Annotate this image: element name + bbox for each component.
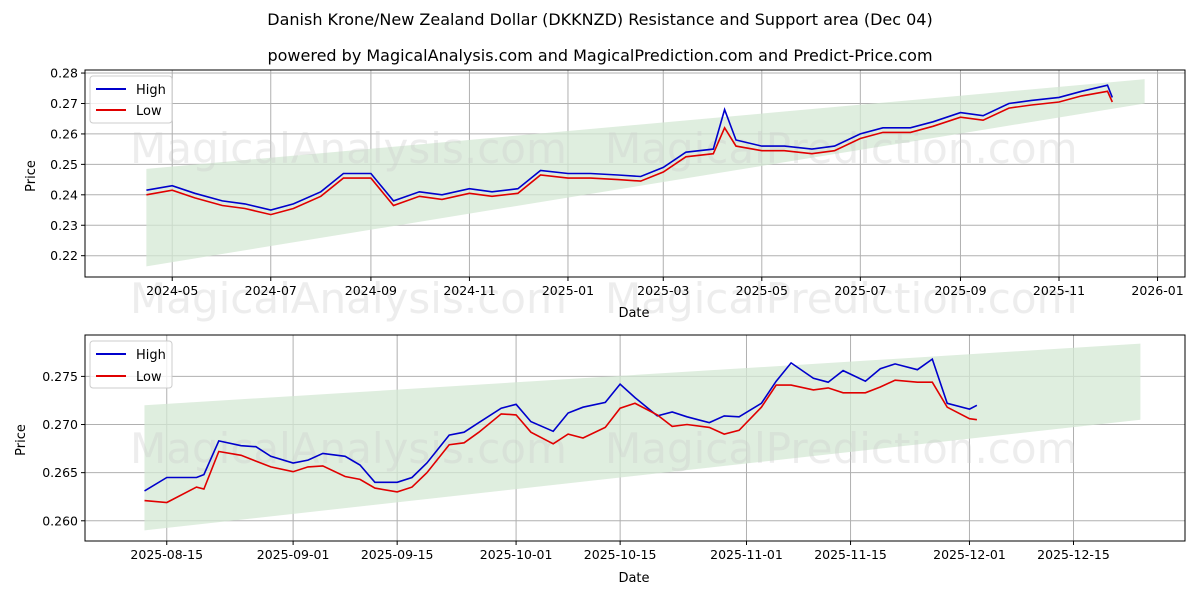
y-tick-label: 0.25 — [50, 157, 78, 172]
y-tick-label: 0.270 — [42, 417, 78, 432]
x-tick-label: 2025-12-01 — [933, 547, 1006, 562]
x-tick-label: 2025-03 — [637, 283, 689, 298]
top-x-axis-label: Date — [618, 306, 649, 321]
x-tick-label: 2025-10-01 — [480, 547, 553, 562]
top-support-resistance-band — [146, 79, 1145, 267]
x-tick-label: 2025-11-01 — [710, 547, 783, 562]
bottom-support-resistance-band — [144, 343, 1141, 531]
x-tick-label: 2025-09-01 — [257, 547, 330, 562]
top-y-axis-label: Price — [24, 160, 39, 192]
top-high-line — [146, 84, 1114, 211]
y-tick-label: 0.24 — [50, 187, 78, 202]
y-tick-label: 0.265 — [42, 465, 78, 480]
y-tick-label: 0.23 — [50, 218, 78, 233]
top-low-line — [146, 90, 1114, 216]
x-tick-label: 2025-09 — [934, 283, 986, 298]
x-tick-label: 2025-11-15 — [814, 547, 887, 562]
x-tick-label: 2025-12-15 — [1037, 547, 1110, 562]
top-price-chart: MagicalAnalysis.com MagicalPrediction.co… — [24, 66, 1186, 323]
bottom-high-line — [144, 357, 978, 492]
bottom-watermark-right: MagicalPrediction.com — [605, 424, 1078, 473]
bottom-legend: High Low — [89, 340, 173, 389]
top-watermark-right: MagicalPrediction.com — [605, 124, 1078, 173]
x-tick-label: 2026-01 — [1131, 283, 1183, 298]
x-tick-label: 2024-07 — [245, 283, 297, 298]
x-tick-label: 2025-05 — [736, 283, 788, 298]
top-tick-labels: 2024-05 2024-07 2024-09 2024-11 2025-01 2025-… — [50, 66, 1184, 298]
y-tick-label: 0.28 — [50, 66, 78, 81]
legend-low-label: Low — [136, 104, 162, 119]
x-tick-label: 2024-05 — [146, 283, 198, 298]
chart-subtitle: powered by MagicalAnalysis.com and Magic… — [267, 46, 933, 65]
x-tick-label: 2024-11 — [443, 283, 495, 298]
legend-high-label: High — [136, 83, 166, 98]
y-tick-label: 0.260 — [42, 513, 78, 528]
y-tick-label: 0.22 — [50, 248, 78, 263]
x-tick-label: 2025-11 — [1033, 283, 1085, 298]
mid-watermark-right: MagicalPrediction.com — [605, 274, 1078, 323]
y-tick-label: 0.275 — [42, 369, 78, 384]
top-legend: High Low — [89, 75, 173, 124]
x-tick-label: 2025-10-15 — [584, 547, 657, 562]
top-axes-frame — [84, 69, 1186, 278]
x-tick-label: 2025-07 — [834, 283, 886, 298]
x-tick-label: 2025-08-15 — [130, 547, 203, 562]
bottom-low-line — [144, 379, 978, 504]
bottom-watermark-left: MagicalAnalysis.com — [130, 424, 567, 473]
bottom-axes-frame — [84, 334, 1186, 542]
x-tick-label: 2025-01 — [542, 283, 594, 298]
x-tick-label: 2024-09 — [345, 283, 397, 298]
x-tick-label: 2025-09-15 — [361, 547, 434, 562]
y-tick-label: 0.27 — [50, 96, 78, 111]
chart-title: Danish Krone/New Zealand Dollar (DKKNZD)… — [267, 10, 933, 29]
mid-watermark-left: MagicalAnalysis.com — [130, 274, 567, 323]
bottom-price-chart: MagicalAnalysis.com MagicalPrediction.co… — [14, 334, 1186, 586]
bottom-tick-labels: 2025-08-15 2025-09-01 2025-09-15 2025-10-01… — [42, 369, 1110, 562]
bottom-x-axis-label: Date — [618, 571, 649, 586]
legend-high-label: High — [136, 348, 166, 363]
legend-low-label: Low — [136, 370, 162, 385]
y-tick-label: 0.26 — [50, 126, 78, 141]
top-watermark-left: MagicalAnalysis.com — [130, 124, 567, 173]
bottom-y-axis-label: Price — [14, 424, 29, 456]
